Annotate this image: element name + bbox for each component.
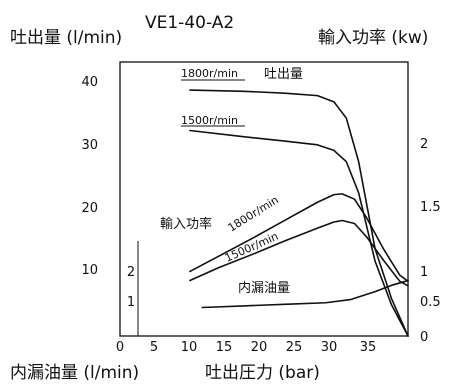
pressure-tick-label: 0 [116, 340, 124, 355]
flow-tick-label: 10 [81, 263, 98, 278]
power-curve-label: 輸入功率 [160, 216, 212, 232]
power-tick-label: 2 [420, 137, 428, 152]
pressure-tick-label: 25 [286, 340, 303, 355]
flow-axis-title: 吐出量 (l/min) [10, 28, 122, 48]
power-tick-label: 0 [420, 330, 428, 345]
flow-tick-label: 40 [81, 75, 98, 90]
pressure-axis-title: 吐出圧力 (bar) [205, 363, 320, 383]
power-axis-ticks: 0 0.5 1 1.5 2 [420, 137, 441, 345]
power-series-1800 [189, 193, 409, 283]
plot-frame [119, 61, 409, 337]
chart-title: VE1-40-A2 [145, 13, 234, 33]
flow-curve-label: 吐出量 [264, 67, 303, 82]
flow-series-1500 [189, 129, 409, 337]
pressure-tick-label: 30 [321, 340, 338, 355]
pressure-tick-label: 5 [150, 340, 158, 355]
leak-curve-label: 内漏油量 [238, 280, 290, 296]
power-tick-label: 0.5 [420, 295, 441, 310]
leak-tick-label: 2 [127, 265, 135, 280]
pressure-tick-label: 35 [360, 340, 377, 355]
flow-tick-label: 20 [81, 201, 98, 216]
pressure-axis-ticks: 0 5 10 15 20 25 30 35 [116, 340, 376, 355]
power-tick-label: 1 [420, 265, 428, 280]
flow-1500-label: 1500r/min [181, 114, 238, 127]
flow-series-1800 [189, 89, 409, 337]
flow-tick-label: 30 [81, 138, 98, 153]
leak-axis-title: 内漏油量 (l/min) [10, 363, 139, 383]
pressure-tick-label: 10 [181, 340, 198, 355]
power-axis-title: 輸入功率 (kw) [318, 28, 428, 48]
leak-axis-ticks: 1 2 [127, 265, 135, 310]
flow-1800-label: 1800r/min [181, 67, 238, 80]
leak-series [201, 279, 409, 309]
power-tick-label: 1.5 [420, 200, 441, 215]
power-series-1500 [189, 219, 409, 287]
series-layer [189, 89, 409, 337]
leak-tick-label: 1 [127, 295, 135, 310]
pressure-tick-label: 20 [251, 340, 268, 355]
flow-axis-ticks: 10 20 30 40 [81, 75, 98, 278]
pressure-tick-label: 15 [216, 340, 233, 355]
